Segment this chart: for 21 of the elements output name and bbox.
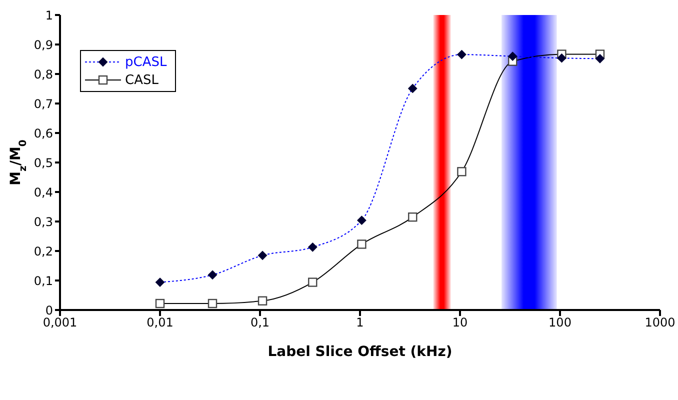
x-tick-label: 0,001 — [42, 316, 78, 330]
x-tick-label: 1000 — [644, 316, 676, 330]
x-tick-label: 0,01 — [146, 316, 174, 330]
x-tick-label: 100 — [548, 316, 572, 330]
y-tick-label: 0,3 — [34, 214, 53, 229]
y-tick-label: 0,5 — [34, 156, 53, 170]
y-tick-label: 0,9 — [34, 38, 53, 52]
y-tick-label: 0,2 — [34, 244, 53, 258]
y-tick-label: 0,1 — [34, 274, 53, 288]
y-tick-label: 0,4 — [34, 185, 53, 200]
legend-label: CASL — [125, 72, 158, 88]
y-tick-label: 0,7 — [34, 96, 53, 111]
x-tick-label: 0,1 — [250, 316, 270, 330]
y-tick-label: 0 — [45, 303, 53, 318]
legend-label: pCASL — [125, 54, 167, 70]
x-tick-label: 10 — [452, 316, 468, 330]
x-tick-label: 1 — [356, 316, 364, 330]
y-tick-label: 0,6 — [34, 126, 53, 140]
x-axis-title: Label Slice Offset (kHz) — [268, 344, 452, 360]
y-tick-label: 1 — [45, 8, 53, 22]
y-tick-label: 0,8 — [34, 67, 53, 82]
